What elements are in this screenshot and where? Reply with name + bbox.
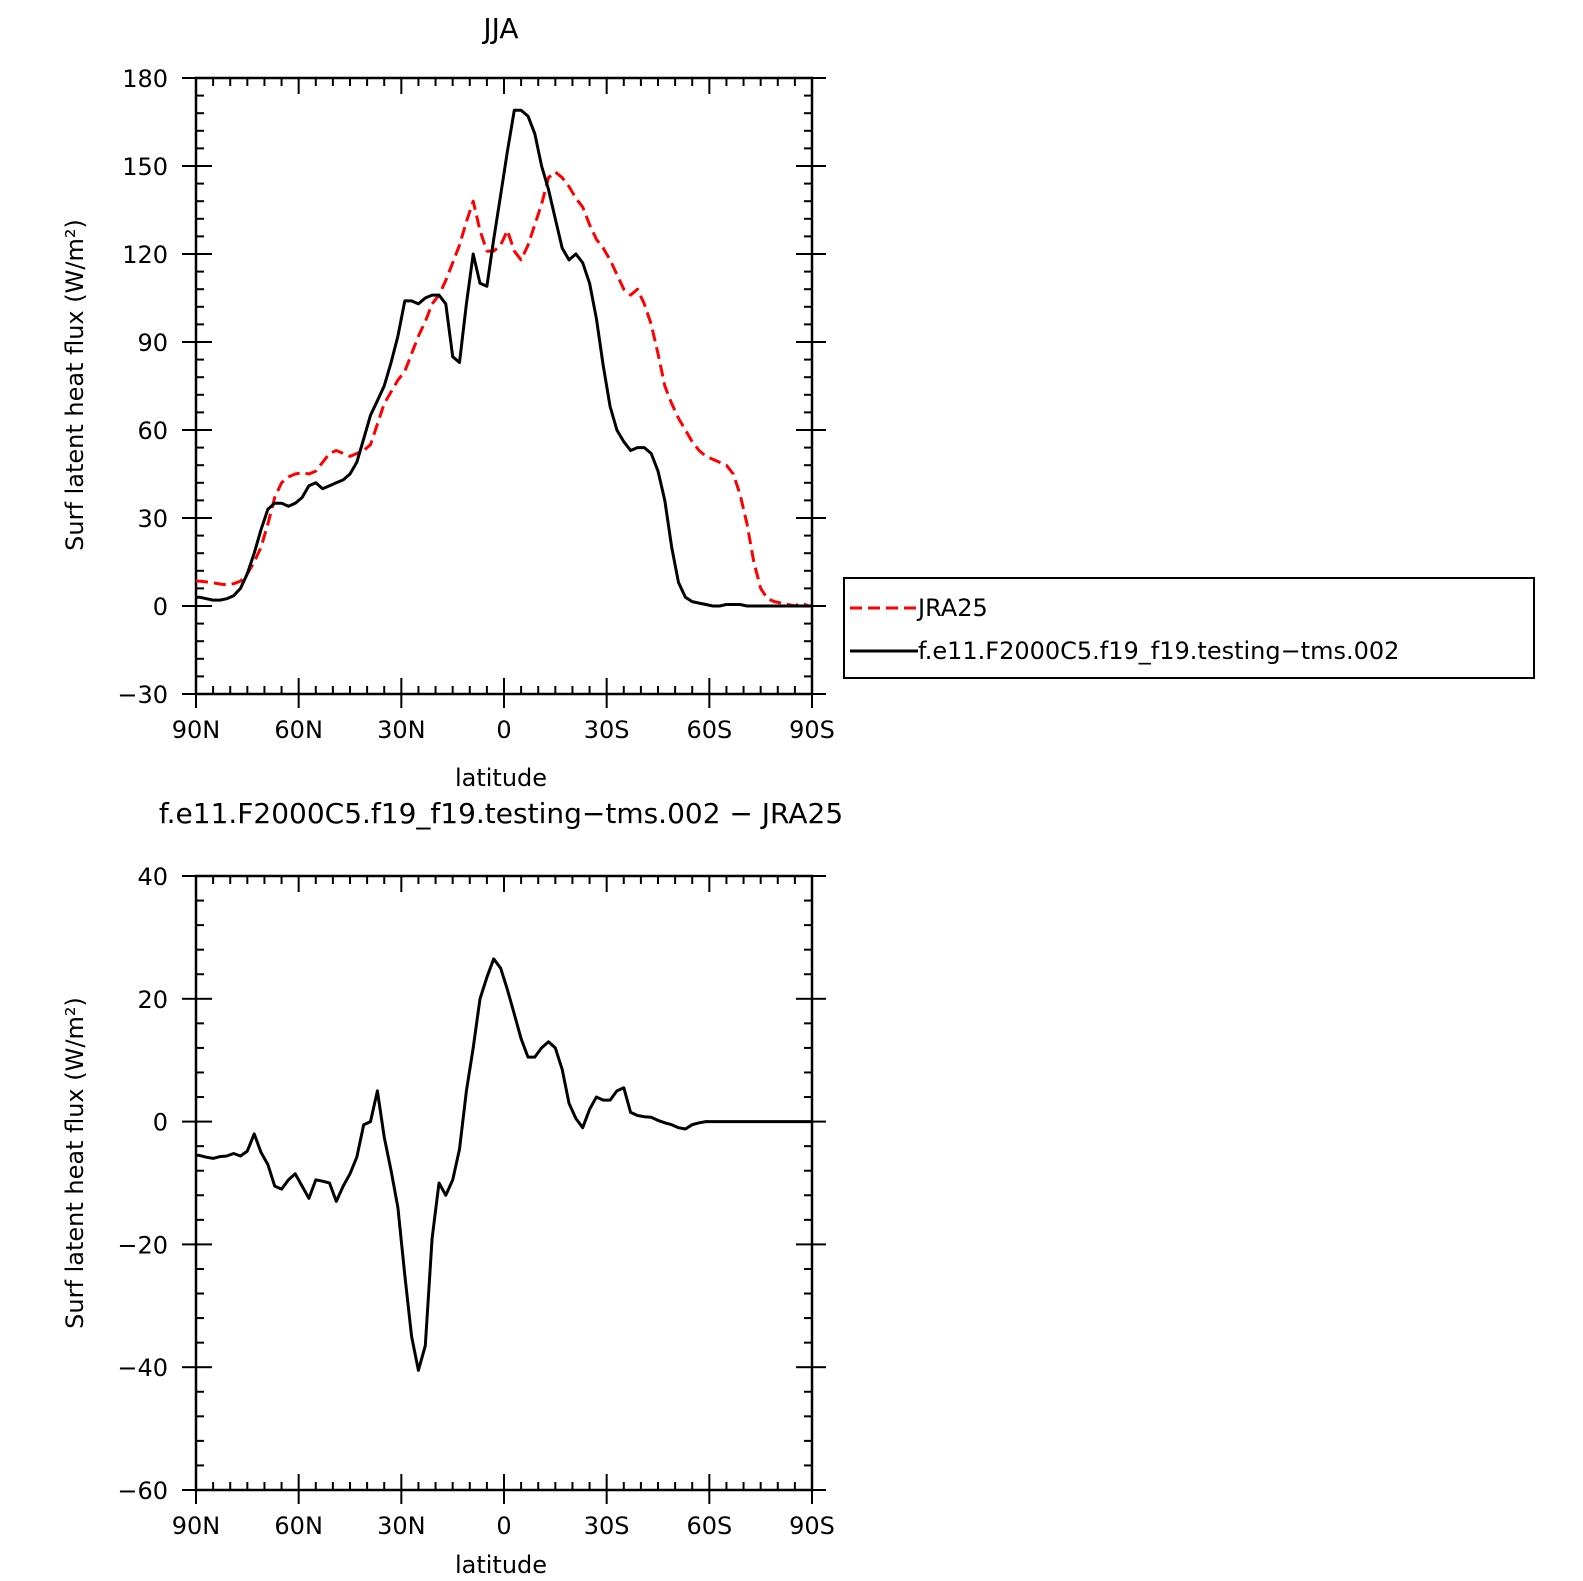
bottom-chart-x-tick-label: 60S	[686, 1512, 732, 1540]
bottom-chart-x-tick-label: 0	[496, 1512, 511, 1540]
top-chart-x-tick-label: 90N	[172, 716, 221, 744]
bottom-chart-axes: 90N 60N 30N 0 30S 60S 90S −60 −40 −20 0 20 40	[117, 863, 835, 1540]
top-chart-x-axis-title: latitude	[455, 764, 547, 792]
top-chart-x-tick-label: 30S	[584, 716, 630, 744]
top-chart-y-tick-label: 150	[122, 153, 168, 181]
top-chart-y-axis-title: Surf latent heat flux (W/m²)	[61, 219, 89, 551]
top-chart: JJA 90N 60N 30N 0 30S 60S 90S −30 0 30 60 90 120 150 1…	[61, 12, 1535, 792]
top-chart-y-tick-label: 120	[122, 241, 168, 269]
top-chart-axes: 90N 60N 30N 0 30S 60S 90S −30 0 30 60 90 120 150 180	[117, 65, 835, 744]
legend: JRA25 f.e11.F2000C5.f19_f19.testing−tms.…	[843, 577, 1535, 679]
top-chart-y-tick-label: 60	[137, 417, 168, 445]
bottom-chart-series	[196, 957, 812, 1372]
bottom-chart-plot-frame	[194, 874, 814, 1492]
bottom-chart-x-tick-label: 90N	[172, 1512, 221, 1540]
top-chart-x-tick-label: 60N	[274, 716, 323, 744]
bottom-chart: f.e11.F2000C5.f19_f19.testing−tms.002 − …	[61, 797, 843, 1579]
bottom-chart-title: f.e11.F2000C5.f19_f19.testing−tms.002 − …	[159, 797, 843, 830]
top-chart-y-tick-label: 0	[153, 593, 168, 621]
bottom-chart-series-line-difference	[196, 957, 812, 1372]
bottom-chart-y-tick-label: −20	[117, 1231, 168, 1259]
bottom-chart-x-tick-label: 30S	[584, 1512, 630, 1540]
top-chart-y-tick-label: 90	[137, 329, 168, 357]
top-chart-x-tick-label: 30N	[377, 716, 426, 744]
bottom-chart-y-tick-label: −60	[117, 1477, 168, 1505]
legend-box	[843, 577, 1535, 679]
bottom-chart-y-tick-label: 40	[137, 863, 168, 891]
bottom-chart-y-tick-label: 0	[153, 1109, 168, 1137]
bottom-chart-y-tick-label: −40	[117, 1354, 168, 1382]
top-chart-title: JJA	[481, 12, 518, 45]
bottom-chart-y-axis-title: Surf latent heat flux (W/m²)	[61, 997, 89, 1329]
top-chart-y-tick-label: −30	[117, 681, 168, 709]
top-chart-series	[196, 108, 812, 608]
top-chart-x-tick-label: 0	[496, 716, 511, 744]
bottom-chart-x-axis-title: latitude	[455, 1551, 547, 1579]
bottom-chart-x-tick-label: 30N	[377, 1512, 426, 1540]
top-chart-x-tick-label: 90S	[789, 716, 835, 744]
bottom-chart-x-tick-label: 60N	[274, 1512, 323, 1540]
top-chart-y-tick-label: 30	[137, 505, 168, 533]
bottom-chart-x-tick-label: 90S	[789, 1512, 835, 1540]
bottom-chart-y-tick-label: 20	[137, 986, 168, 1014]
top-chart-y-tick-label: 180	[122, 65, 168, 93]
legend-label-jra25: JRA25	[916, 594, 988, 622]
top-chart-series-line-f-e11-f2000c5-f19-f19-testing-tms-002	[196, 108, 812, 608]
top-chart-x-tick-label: 60S	[686, 716, 732, 744]
top-chart-series-line-jra25	[196, 170, 812, 608]
legend-label-model: f.e11.F2000C5.f19_f19.testing−tms.002	[918, 637, 1399, 665]
